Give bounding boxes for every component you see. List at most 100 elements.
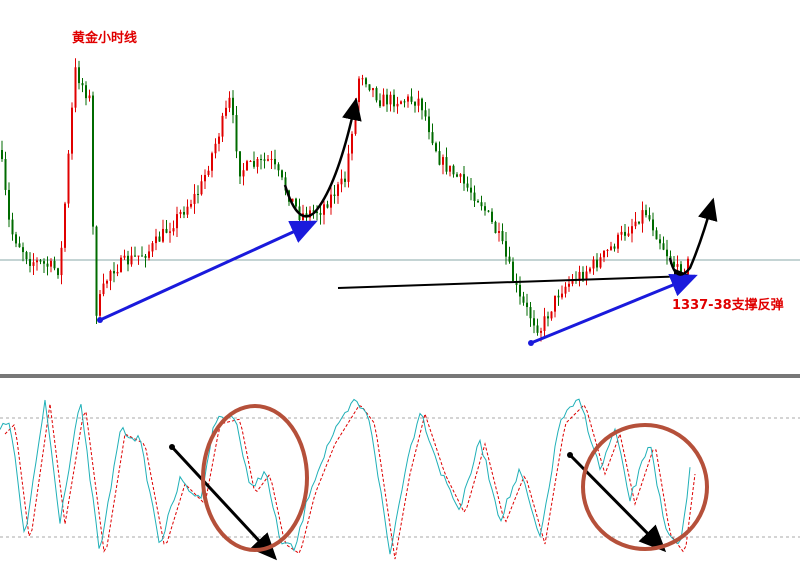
candle-body xyxy=(218,136,220,144)
candle-body xyxy=(260,159,262,161)
candle-body xyxy=(620,231,623,235)
candle-body xyxy=(466,183,469,188)
candle-body xyxy=(123,255,126,258)
candle-body xyxy=(585,271,588,279)
candle-body xyxy=(267,159,269,161)
candle-body xyxy=(197,193,199,195)
candle-body xyxy=(53,260,56,269)
candle-body xyxy=(638,221,640,224)
candle-body xyxy=(221,115,224,137)
candle-body xyxy=(547,316,549,319)
candle-body xyxy=(361,78,364,80)
candle-body xyxy=(435,143,437,152)
candle-body xyxy=(274,158,276,165)
highlight-circle xyxy=(581,423,709,551)
candle-body xyxy=(617,234,619,249)
oscillator xyxy=(0,398,696,560)
candle-body xyxy=(113,271,115,274)
candle-body xyxy=(127,255,129,265)
candle-body xyxy=(351,133,353,154)
candle-body xyxy=(169,231,171,233)
candle-body xyxy=(627,233,630,236)
candle-body xyxy=(207,170,210,175)
candle-body xyxy=(158,236,161,242)
candle-body xyxy=(36,260,38,263)
candle-body xyxy=(417,98,420,106)
candle-body xyxy=(4,159,7,190)
candle-body xyxy=(358,78,360,103)
candle-body xyxy=(519,284,521,297)
signal-line xyxy=(4,403,696,560)
candle-body xyxy=(456,174,458,177)
candle-body xyxy=(533,318,535,326)
candle-body xyxy=(375,88,378,101)
candle-body xyxy=(232,97,234,116)
candle-body xyxy=(67,153,70,204)
candle-body xyxy=(365,78,367,85)
candle-body xyxy=(393,94,395,107)
candle-body xyxy=(634,221,637,227)
candle-body xyxy=(39,260,42,262)
candle-body xyxy=(340,178,343,185)
trend-arrow xyxy=(530,273,698,345)
candle-body xyxy=(155,236,157,244)
candle-body xyxy=(134,255,136,257)
candle-body xyxy=(445,157,448,172)
candle-body xyxy=(400,101,402,104)
candle-body xyxy=(494,221,497,233)
candle-body xyxy=(603,250,605,258)
candle-body xyxy=(95,226,98,316)
highlight-circle xyxy=(201,404,309,552)
candle-body xyxy=(589,268,591,272)
candle-body xyxy=(179,211,182,215)
candle-body xyxy=(99,294,101,316)
candle-body xyxy=(449,165,451,172)
candle-body xyxy=(50,260,52,267)
candle-body xyxy=(508,256,511,262)
candle-body xyxy=(211,153,213,171)
candle-body xyxy=(480,202,483,207)
candle-body xyxy=(85,85,87,99)
candle-body xyxy=(372,88,374,91)
candle-body xyxy=(326,204,329,208)
candle-body xyxy=(29,259,31,266)
candle-body xyxy=(386,94,388,105)
candle-body xyxy=(421,98,423,111)
candle-body xyxy=(505,241,507,257)
candle-body xyxy=(645,210,647,216)
candle-body xyxy=(655,230,658,240)
candle-body xyxy=(529,307,532,319)
candle-body xyxy=(141,255,143,257)
candle-body xyxy=(662,243,665,250)
candle-body xyxy=(60,247,63,276)
support-line xyxy=(337,268,692,289)
candle-body xyxy=(106,280,108,284)
candle-body xyxy=(242,170,245,177)
candle-body xyxy=(281,170,283,178)
candle-body xyxy=(57,268,59,276)
candle-body xyxy=(46,263,49,267)
candle-body xyxy=(676,264,679,267)
candle-body xyxy=(452,165,455,175)
candle-body xyxy=(102,283,105,295)
main-line xyxy=(0,398,691,555)
candle-body xyxy=(368,84,371,91)
candle-body xyxy=(193,193,196,204)
candle-body xyxy=(666,249,668,257)
candle-body xyxy=(183,211,185,215)
candle-body xyxy=(463,174,465,184)
candle-body xyxy=(477,200,479,203)
candle-body xyxy=(81,83,84,86)
candle-body xyxy=(246,161,248,171)
candle-body xyxy=(148,251,150,258)
candle-body xyxy=(550,311,553,319)
candle-body xyxy=(204,174,206,182)
candle-body xyxy=(599,257,602,268)
candle-body xyxy=(557,295,560,298)
candle-body xyxy=(596,259,598,268)
candle-body xyxy=(235,115,238,152)
candle-body xyxy=(116,271,119,274)
candle-body xyxy=(396,103,399,107)
candle-body xyxy=(25,252,28,260)
candle-body xyxy=(130,255,133,265)
